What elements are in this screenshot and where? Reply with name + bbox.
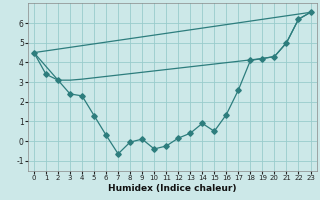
X-axis label: Humidex (Indice chaleur): Humidex (Indice chaleur) <box>108 184 236 193</box>
